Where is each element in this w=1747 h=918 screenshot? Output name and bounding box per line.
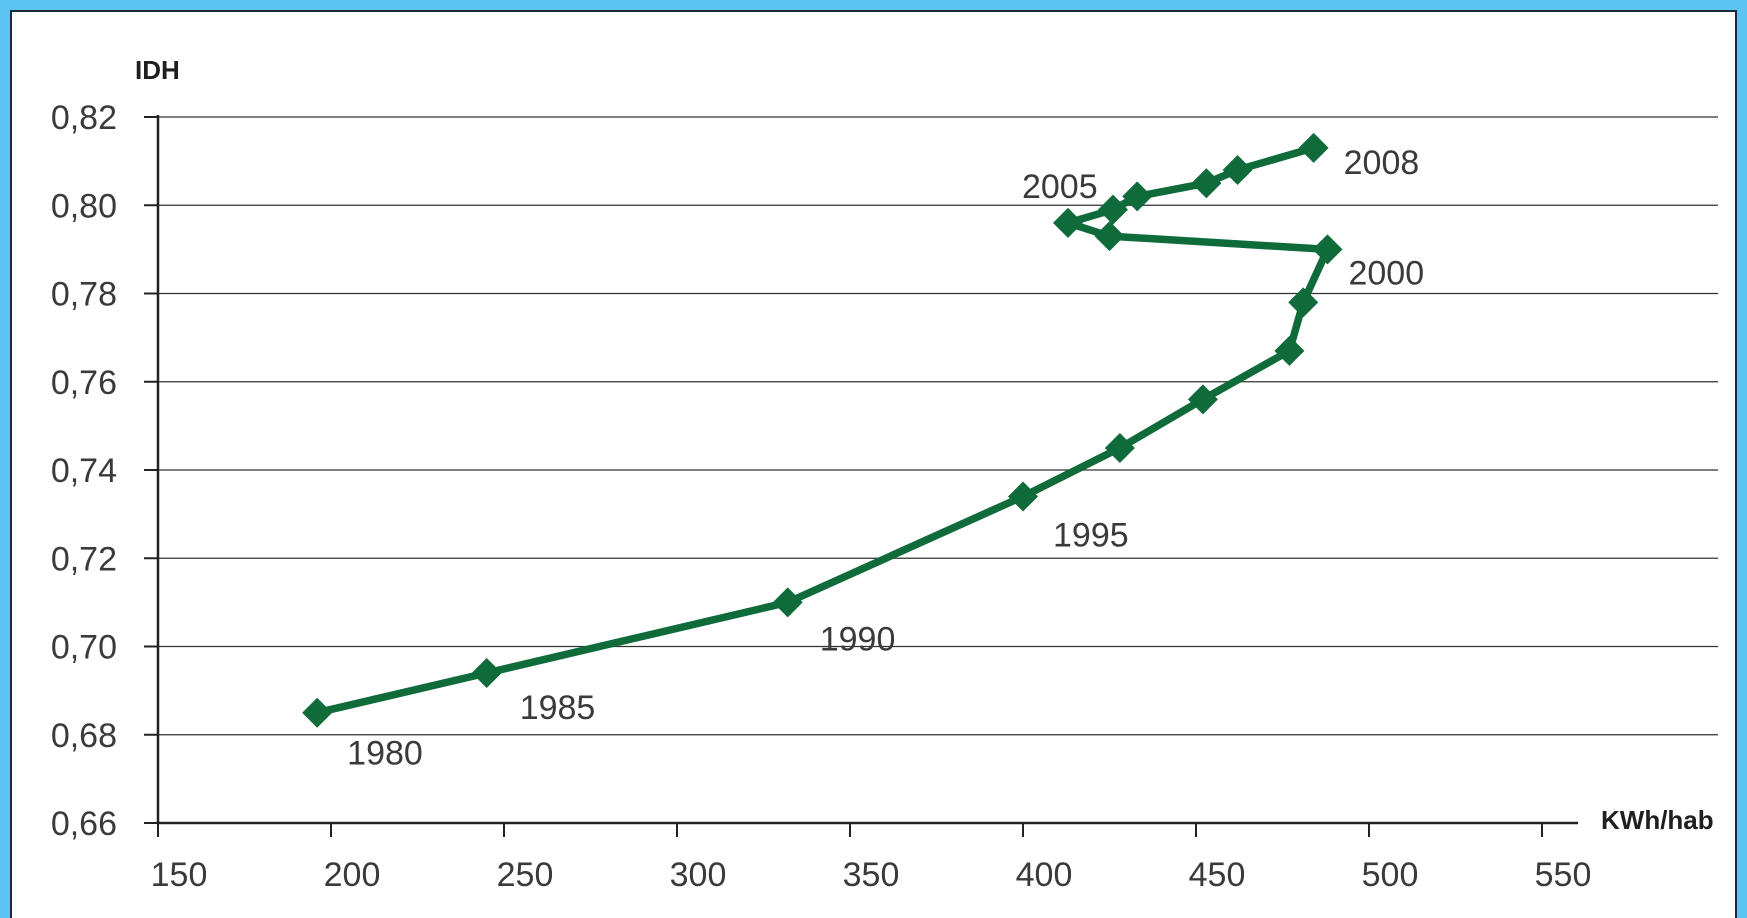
data-point-marker: [1187, 384, 1218, 415]
point-label: 1995: [1053, 516, 1129, 554]
data-point-marker: [1312, 234, 1343, 265]
data-point-marker: [1097, 194, 1128, 225]
point-label: 2008: [1344, 144, 1420, 182]
y-tick-label: 0,78: [51, 276, 117, 314]
y-axis-title: IDH: [135, 55, 180, 85]
point-label: 1985: [520, 689, 596, 727]
x-tick-label: 400: [1016, 856, 1073, 894]
x-axis-title: KWh/hab: [1601, 805, 1714, 835]
point-label: 1990: [820, 620, 896, 658]
x-tick-label: 450: [1189, 856, 1246, 894]
x-tick-label: 500: [1362, 856, 1419, 894]
chart-frame: [10, 10, 1737, 918]
data-point-marker: [772, 587, 803, 618]
data-point-marker: [1191, 168, 1222, 199]
x-tick-label: 200: [324, 856, 381, 894]
data-point-marker: [471, 657, 502, 688]
point-label: 1980: [347, 735, 423, 773]
gridlines: [158, 116, 1718, 736]
y-tick-label: 0,76: [51, 364, 117, 402]
data-point-marker: [1094, 221, 1125, 252]
tick-labels: 0,66 0,68 0,70 0,72 0,74 0,76 0,78 0,80 0,82 150 2…: [51, 99, 1592, 894]
point-labels: 1980 1985 1990 1995 2000 2005 2008: [347, 144, 1424, 773]
data-point-marker: [1104, 432, 1135, 463]
x-tick-label: 550: [1535, 856, 1592, 894]
y-tick-label: 0,74: [51, 452, 117, 490]
y-tick-label: 0,80: [51, 187, 117, 225]
y-tick-label: 0,68: [51, 717, 117, 755]
data-point-marker: [1288, 287, 1319, 318]
x-tick-label: 150: [151, 856, 208, 894]
x-tick-label: 300: [670, 856, 727, 894]
y-tick-label: 0,82: [51, 99, 117, 137]
data-point-marker: [1298, 132, 1329, 163]
y-tick-label: 0,70: [51, 629, 117, 667]
point-label: 2005: [1022, 168, 1098, 206]
y-tick-label: 0,72: [51, 540, 117, 578]
series-line: [313, 144, 1332, 717]
y-tick-label: 0,66: [51, 805, 117, 843]
data-point-marker: [1008, 481, 1038, 512]
data-point-marker: [1052, 207, 1083, 238]
data-point-marker: [1122, 181, 1153, 212]
series-group: [302, 132, 1343, 728]
axes: [144, 115, 1578, 837]
x-tick-label: 350: [843, 856, 900, 894]
point-label: 2000: [1348, 254, 1424, 292]
x-tick-label: 250: [497, 856, 554, 894]
data-point-marker: [1222, 154, 1253, 185]
data-point-marker: [302, 697, 333, 728]
data-point-marker: [1274, 335, 1305, 366]
